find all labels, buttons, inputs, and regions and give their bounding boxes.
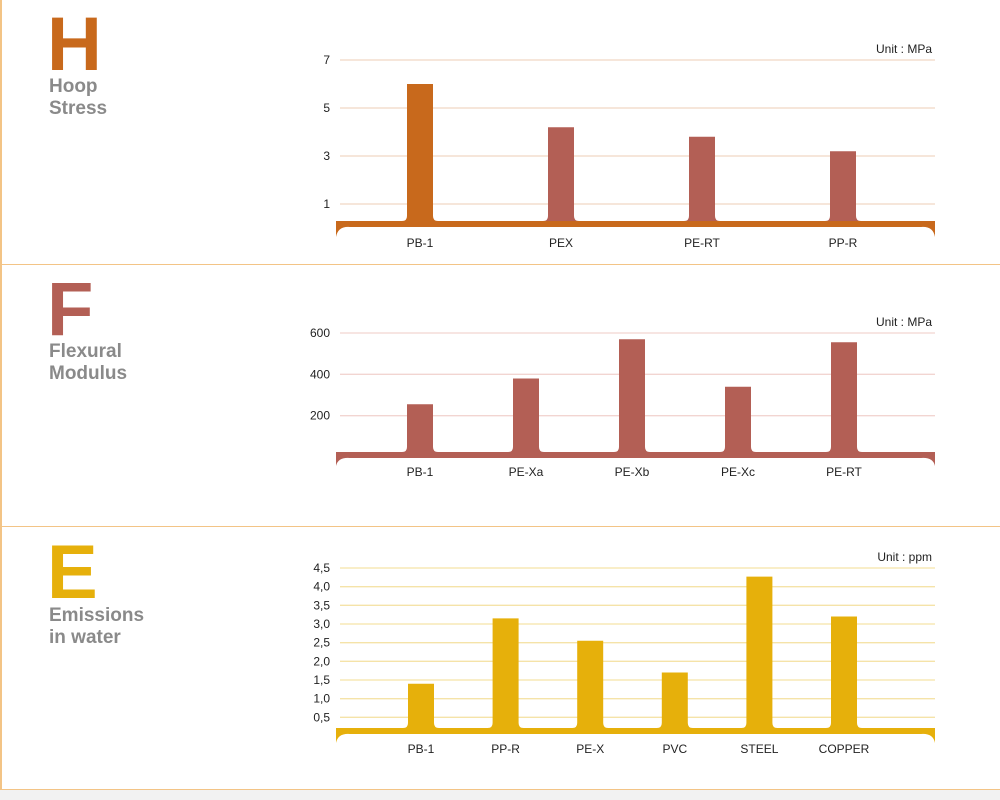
x-category-label: PB-1: [407, 465, 434, 479]
emissions-label-line2: in water: [49, 627, 121, 648]
hoop-stress-section: H Hoop Stress 1 3 5 7 Unit : MPa PB-1 PEX PE-RT…: [0, 0, 1000, 265]
bar-pe-rt: [684, 136, 720, 221]
hoop-stress-label: Hoop Stress: [49, 76, 199, 120]
y-tick-label: 0,5: [313, 710, 330, 724]
unit-label: Unit : MPa: [876, 42, 932, 56]
y-tick-label: 3: [323, 149, 330, 163]
x-axis-base: [336, 728, 935, 743]
x-category-label: PP-R: [829, 236, 858, 250]
bar-pe-x: [572, 640, 609, 728]
x-category-label: STEEL: [740, 742, 778, 756]
flexural-modulus-label-line1: Flexural: [49, 341, 122, 362]
emissions-chart: 0,5 1,0 1,5 2,0 2,5 3,0 3,5 4,0 4,5 Unit : ppm PB-…: [313, 550, 935, 756]
section-letter-f: F: [47, 267, 94, 352]
x-category-label: PE-RT: [684, 236, 720, 250]
left-border: [0, 0, 2, 800]
x-category-label: PE-RT: [826, 465, 862, 479]
hoop-stress-label-line2: Stress: [49, 98, 108, 119]
bar-pp-r: [487, 618, 524, 728]
bar-pb-1: [402, 404, 438, 452]
unit-label: Unit : MPa: [876, 315, 932, 329]
section-letter-h: H: [47, 2, 102, 87]
y-tick-label: 2,0: [313, 654, 330, 668]
bar-steel: [741, 576, 778, 728]
flexural-modulus-label: Flexural Modulus: [49, 341, 199, 385]
emissions-section: E Emissions in water 0,5 1,0 1,5 2,0 2,5 3,0 3…: [0, 527, 1000, 790]
x-category-label: PE-Xc: [721, 465, 755, 479]
x-category-label: PP-R: [491, 742, 520, 756]
section-letter-e: E: [47, 530, 98, 615]
emissions-label-line1: Emissions: [49, 605, 145, 626]
y-tick-label: 1: [323, 197, 330, 211]
y-tick-label: 400: [310, 367, 330, 381]
bar-pvc: [656, 672, 693, 728]
y-tick-label: 7: [323, 53, 330, 67]
bar-pe-xa: [508, 378, 544, 452]
x-category-label: PE-Xa: [509, 465, 544, 479]
bar-pe-xb: [614, 339, 650, 452]
bar-pp-r: [825, 151, 861, 221]
hoop-stress-label-line1: Hoop: [49, 76, 98, 97]
y-tick-label: 1,0: [313, 692, 330, 706]
x-category-label: PE-Xb: [615, 465, 650, 479]
y-tick-label: 4,5: [313, 561, 330, 575]
y-tick-label: 600: [310, 326, 330, 340]
flexural-modulus-label-line2: Modulus: [49, 363, 128, 384]
x-category-label: PEX: [549, 236, 573, 250]
bar-pb-1: [403, 683, 439, 728]
x-category-label: PB-1: [408, 742, 435, 756]
x-category-label: PVC: [662, 742, 687, 756]
section-divider: [0, 526, 1000, 527]
y-tick-label: 2,5: [313, 636, 330, 650]
page-footer-bar: [0, 790, 1000, 800]
y-tick-label: 1,5: [313, 673, 330, 687]
section-divider: [0, 264, 1000, 265]
x-category-label: PE-X: [576, 742, 604, 756]
bar-pe-xc: [720, 386, 756, 452]
bar-pex: [543, 127, 579, 221]
y-tick-label: 5: [323, 101, 330, 115]
y-tick-label: 4,0: [313, 580, 330, 594]
emissions-label: Emissions in water: [49, 605, 199, 649]
x-axis-base: [336, 221, 935, 237]
y-tick-label: 3,5: [313, 598, 330, 612]
y-tick-label: 200: [310, 409, 330, 423]
section-divider: [0, 789, 1000, 790]
y-tick-label: 3,0: [313, 617, 330, 631]
x-axis-base: [336, 452, 935, 466]
hoop-stress-chart: 1 3 5 7 Unit : MPa PB-1 PEX PE-RT PP-R: [323, 42, 935, 250]
x-category-label: COPPER: [819, 742, 870, 756]
bar-pb-1: [402, 84, 438, 221]
flexural-modulus-chart: 200 400 600 Unit : MPa PB-1 PE-Xa PE-Xb PE-Xc PE…: [310, 315, 935, 479]
bar-pe-rt: [826, 342, 862, 452]
x-category-label: PB-1: [407, 236, 434, 250]
flexural-modulus-section: F Flexural Modulus 200 400 600 Unit : MPa PB…: [0, 265, 1000, 527]
unit-label: Unit : ppm: [877, 550, 932, 564]
bar-copper: [826, 616, 862, 728]
